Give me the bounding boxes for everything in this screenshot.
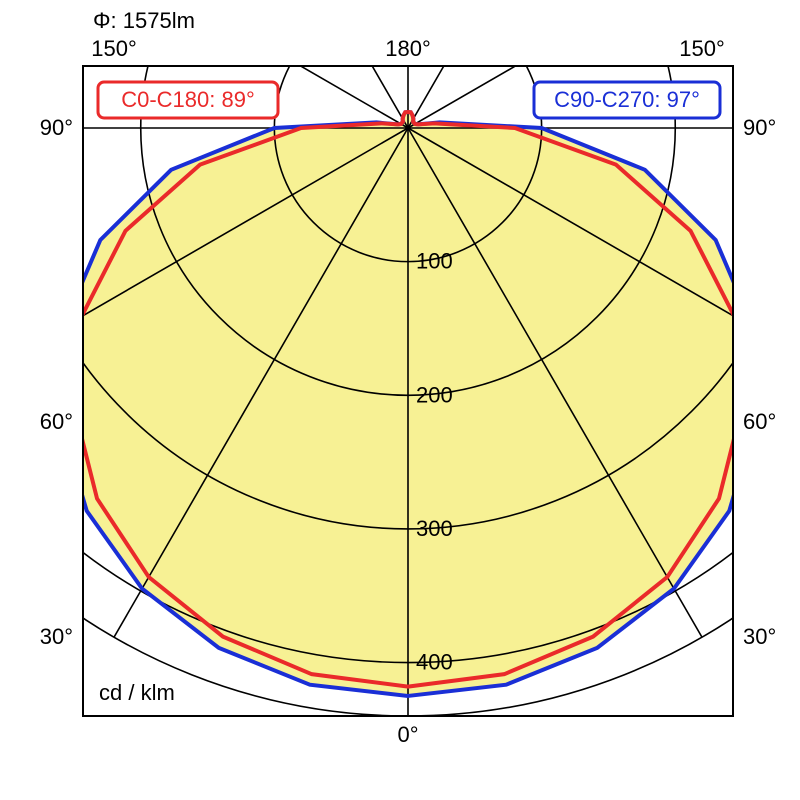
angle-label-top-150°: 150° [679, 36, 725, 61]
angle-label-left-90°: 90° [40, 115, 73, 140]
legend-red-label: C0-C180: 89° [121, 87, 255, 112]
angle-label-left-30°: 30° [40, 624, 73, 649]
ring-label-100: 100 [416, 249, 453, 274]
angle-label-right-30°: 30° [743, 624, 776, 649]
angle-label-top-180°: 180° [385, 36, 431, 61]
angle-label-left-60°: 60° [40, 409, 73, 434]
angle-label-top-150°: 150° [91, 36, 137, 61]
angle-label-bottom: 0° [397, 722, 418, 747]
legend-blue-label: C90-C270: 97° [554, 87, 700, 112]
angle-label-right-90°: 90° [743, 115, 776, 140]
ring-label-200: 200 [416, 382, 453, 407]
ring-label-400: 400 [416, 650, 453, 675]
angle-label-right-60°: 60° [743, 409, 776, 434]
unit-label: cd / klm [99, 680, 175, 705]
flux-title: Φ: 1575lm [93, 8, 195, 33]
ring-label-300: 300 [416, 516, 453, 541]
